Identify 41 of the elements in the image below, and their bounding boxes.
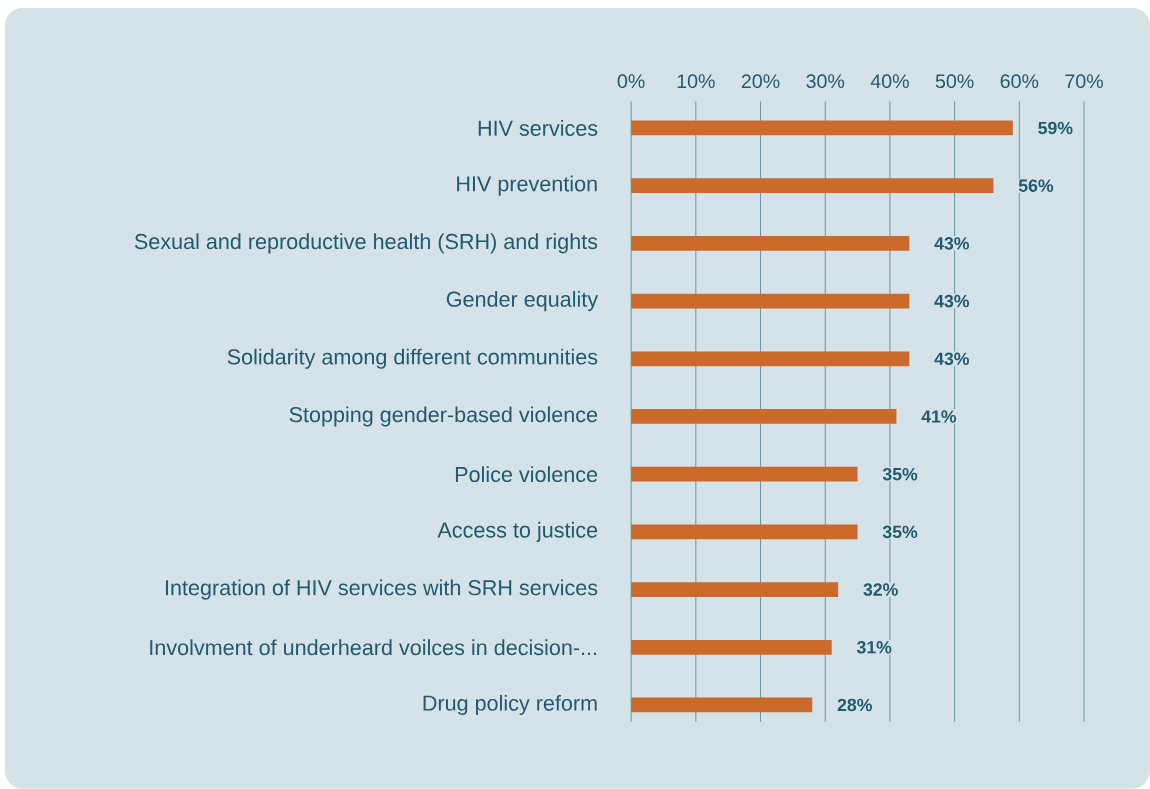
x-tick-label: 20% <box>741 74 780 89</box>
bar <box>631 351 910 367</box>
y-tick-label: Involvment of underheard voilces in decision-... <box>150 639 597 656</box>
y-tick-label: HIV services <box>478 120 598 137</box>
data-label: 35% <box>882 468 918 481</box>
y-tick-label: Drug policy reform <box>423 695 597 716</box>
data-label: 32% <box>863 583 898 597</box>
bar <box>631 524 858 540</box>
bar <box>631 178 994 194</box>
data-label: 31% <box>856 641 892 654</box>
bar <box>631 466 858 482</box>
bar <box>631 120 1013 136</box>
x-tick-label: 40% <box>870 74 909 89</box>
data-label: 59% <box>1038 121 1073 135</box>
data-label: 35% <box>882 525 918 539</box>
data-label: 43% <box>934 237 970 250</box>
data-label: 28% <box>837 698 872 712</box>
bar <box>631 582 839 598</box>
x-tick-label: 10% <box>677 74 715 89</box>
x-tick-label: 60% <box>1000 74 1039 89</box>
bar <box>631 236 910 251</box>
bar <box>631 640 832 655</box>
data-label: 41% <box>921 410 957 423</box>
bar <box>631 409 897 425</box>
x-tick-label: 30% <box>806 74 845 89</box>
y-tick-label: Gender equality <box>446 291 599 312</box>
bar <box>631 293 910 309</box>
x-tick-label: 0% <box>617 74 645 89</box>
y-tick-label: Access to justice <box>437 521 598 543</box>
y-tick-label: Stopping gender-based violence <box>289 406 598 427</box>
data-label: 43% <box>934 352 970 366</box>
y-tick-label: Sexual and reproductive health (SRH) and rights <box>134 233 598 254</box>
y-tick-label: Solidarity among different communities <box>227 348 598 369</box>
y-tick-label: Integration of HIV services with SRH services <box>165 579 598 600</box>
y-tick-label: HIV prevention <box>457 175 597 196</box>
y-tick-label: Police violence <box>455 466 598 483</box>
x-tick-label: 70% <box>1065 74 1103 89</box>
data-label: 43% <box>934 294 970 308</box>
x-tick-label: 50% <box>935 74 974 89</box>
data-label: 56% <box>1018 179 1054 193</box>
bar <box>631 697 813 713</box>
